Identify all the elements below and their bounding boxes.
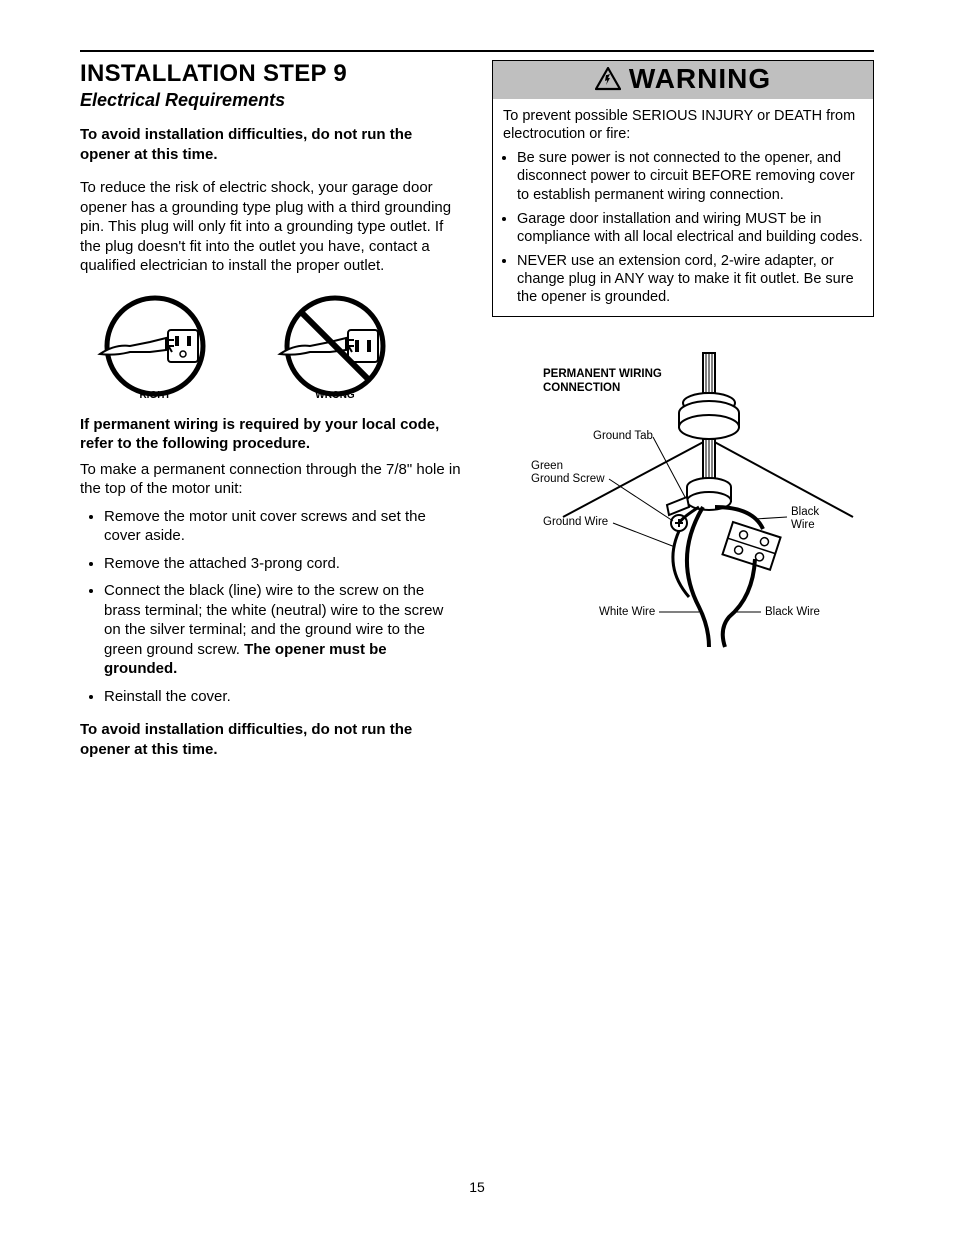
page-number: 15 (80, 1179, 874, 1195)
permanent-wiring-intro: To make a permanent connection through t… (80, 460, 462, 499)
warning-intro: To prevent possible SERIOUS INJURY or DE… (503, 107, 863, 143)
plug-right-label: RIGHT (80, 390, 230, 401)
procedure-item: Connect the black (line) wire to the scr… (104, 581, 462, 679)
plug-right-item: RIGHT (80, 294, 230, 401)
plug-wrong-label: WRONG (260, 390, 410, 401)
label-green-l1: Green (531, 460, 563, 472)
warning-title-text: WARNING (629, 63, 771, 95)
step-title: Installation Step 9 (80, 60, 462, 88)
diagram-title-l1: PERMANENT WIRING (543, 368, 662, 380)
warning-header: WARNING (493, 61, 873, 99)
procedure-list: Remove the motor unit cover screws and s… (80, 507, 462, 707)
warning-body: To prevent possible SERIOUS INJURY or DE… (493, 99, 873, 316)
label-green-l2: Ground Screw (531, 473, 605, 485)
label-ground-tab: Ground Tab (593, 430, 653, 442)
wiring-diagram: PERMANENT WIRING CONNECTION (492, 347, 874, 672)
warning-box: WARNING To prevent possible SERIOUS INJU… (492, 60, 874, 317)
warning-bullet: Garage door installation and wiring MUST… (517, 210, 863, 246)
procedure-item: Remove the motor unit cover screws and s… (104, 507, 462, 546)
grounding-paragraph: To reduce the risk of electric shock, yo… (80, 178, 462, 276)
label-ground-wire: Ground Wire (543, 516, 608, 528)
procedure-item: Remove the attached 3-prong cord. (104, 554, 462, 574)
plug-wrong-item: WRONG (260, 294, 410, 401)
diagram-title-l2: CONNECTION (543, 382, 620, 394)
plug-wrong-icon (260, 294, 410, 404)
label-black-wire-lower: Black Wire (765, 606, 820, 618)
label-black-wire-upper-l1: Black (791, 506, 819, 518)
wiring-diagram-svg: PERMANENT WIRING CONNECTION (503, 347, 863, 667)
right-column: WARNING To prevent possible SERIOUS INJU… (492, 60, 874, 672)
plug-outlet-figure: RIGHT WRONG (80, 294, 462, 401)
two-column-layout: Installation Step 9 Electrical Requireme… (80, 60, 874, 759)
plug-right-icon (80, 294, 230, 404)
intro-warning-text: To avoid installation difficulties, do n… (80, 125, 462, 164)
left-column: Installation Step 9 Electrical Requireme… (80, 60, 462, 759)
warning-triangle-icon (595, 67, 621, 91)
label-white-wire: White Wire (599, 606, 655, 618)
warning-bullet-list: Be sure power is not connected to the op… (503, 149, 863, 306)
step-subtitle: Electrical Requirements (80, 90, 462, 111)
permanent-wiring-heading: If permanent wiring is required by your … (80, 415, 462, 454)
page-top-rule (80, 50, 874, 52)
warning-bullet: Be sure power is not connected to the op… (517, 149, 863, 203)
closing-warning-text: To avoid installation difficulties, do n… (80, 720, 462, 759)
procedure-item: Reinstall the cover. (104, 687, 462, 707)
label-black-wire-upper-l2: Wire (791, 519, 815, 531)
warning-bullet: NEVER use an extension cord, 2-wire adap… (517, 252, 863, 306)
